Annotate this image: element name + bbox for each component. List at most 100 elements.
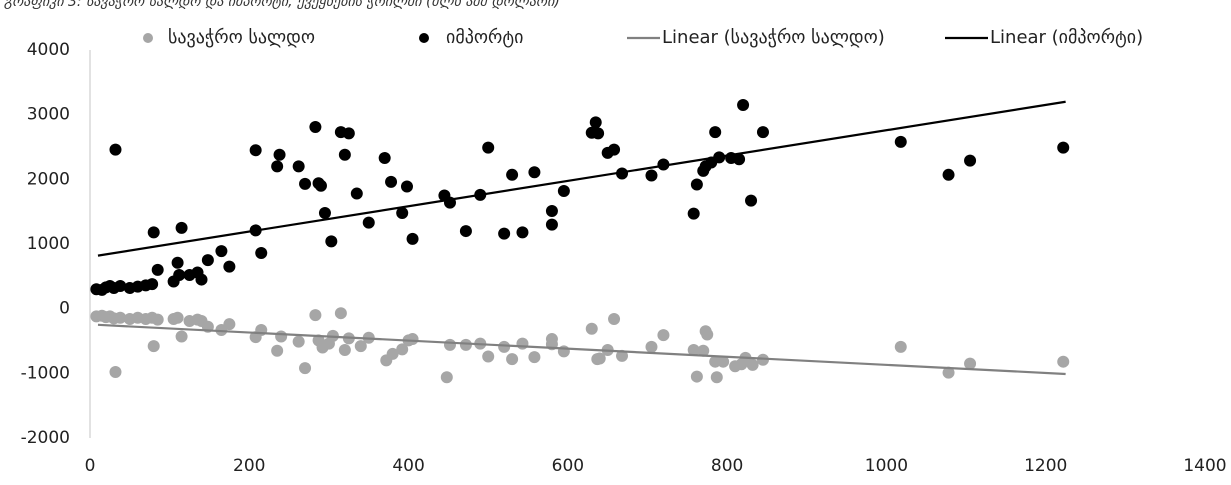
point [657, 329, 670, 342]
point [396, 343, 409, 356]
legend-marker [419, 33, 429, 43]
point [151, 263, 164, 276]
point [964, 154, 977, 167]
point [342, 127, 355, 140]
point [309, 120, 322, 133]
point [338, 344, 351, 357]
point [406, 333, 419, 346]
point [498, 340, 511, 353]
point [151, 313, 164, 326]
point [592, 127, 605, 140]
chart-title: გრაფიკი 3: სავაჭრო სალდო და იმპორტი, ქვე… [4, 0, 560, 10]
point [271, 344, 284, 357]
point [385, 175, 398, 188]
point [482, 141, 495, 154]
point [585, 322, 598, 335]
point [516, 337, 529, 350]
point [746, 358, 759, 371]
point [756, 353, 769, 366]
point [147, 340, 160, 353]
point [545, 205, 558, 218]
y-tick-label: 3000 [27, 105, 70, 125]
point [459, 225, 472, 238]
point [756, 126, 769, 139]
point [318, 206, 331, 219]
point [894, 135, 907, 148]
point [745, 194, 758, 207]
x-tick-label: 200 [233, 456, 265, 476]
point [645, 169, 658, 182]
point [589, 116, 602, 129]
point [114, 280, 127, 293]
point [273, 148, 286, 161]
point [690, 370, 703, 383]
legend-label: Linear (სავაჭრო სალდო) [662, 27, 885, 48]
point [215, 245, 228, 258]
point [255, 247, 268, 260]
point [299, 177, 312, 190]
point [942, 366, 955, 379]
point [223, 260, 236, 273]
x-tick-label: 1200 [1024, 456, 1067, 476]
point [516, 226, 529, 239]
point [109, 366, 122, 379]
point [459, 338, 472, 351]
point [964, 357, 977, 370]
point [608, 143, 621, 156]
legend-label: იმპორტი [446, 27, 523, 48]
point [528, 166, 541, 179]
point [709, 126, 722, 139]
y-tick-label: 4000 [27, 40, 70, 60]
y-tick-label: 0 [59, 299, 70, 319]
point [608, 313, 621, 326]
point [400, 180, 413, 193]
point [109, 143, 122, 156]
point [292, 335, 305, 348]
legend-marker [143, 33, 153, 43]
x-tick-label: 800 [711, 456, 743, 476]
point [114, 311, 127, 324]
point [396, 206, 409, 219]
point [171, 311, 184, 324]
point [697, 344, 710, 357]
point [506, 168, 519, 181]
point [362, 216, 375, 229]
point [175, 221, 188, 234]
x-tick-label: 0 [85, 456, 96, 476]
point [299, 362, 312, 375]
point [687, 207, 700, 220]
point [223, 318, 236, 331]
point [146, 278, 159, 291]
point [687, 344, 700, 357]
point [249, 144, 262, 157]
point [557, 184, 570, 197]
trend-line [97, 100, 1066, 257]
point [593, 352, 606, 365]
y-tick-label: 2000 [27, 169, 70, 189]
point [338, 148, 351, 161]
point [737, 98, 750, 111]
point [1057, 355, 1070, 368]
point [894, 340, 907, 353]
point [386, 347, 399, 360]
point [942, 168, 955, 181]
point [701, 328, 714, 341]
point [378, 151, 391, 164]
point [350, 187, 363, 200]
point [482, 350, 495, 363]
point [175, 330, 188, 343]
point [440, 371, 453, 384]
x-tick-label: 600 [552, 456, 584, 476]
point [616, 167, 629, 180]
point [733, 153, 746, 166]
point [195, 273, 208, 286]
point [645, 340, 658, 353]
point [657, 158, 670, 171]
point [717, 355, 730, 368]
trend-line [97, 323, 1066, 376]
point [271, 160, 284, 173]
point [557, 345, 570, 358]
y-tick-label: -1000 [21, 363, 70, 383]
point [443, 338, 456, 351]
